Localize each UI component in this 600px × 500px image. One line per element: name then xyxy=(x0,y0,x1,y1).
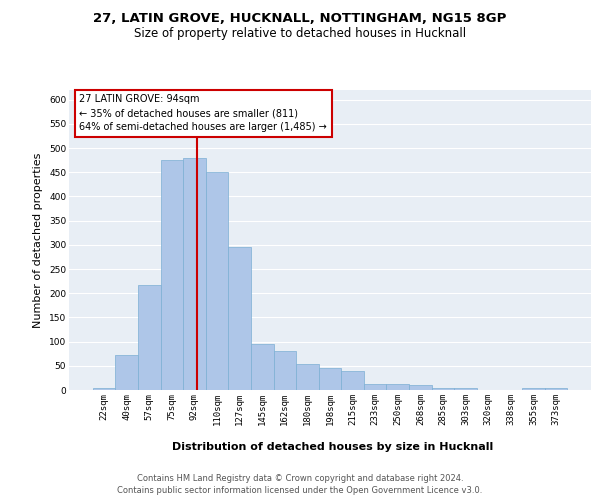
Bar xyxy=(454,388,477,390)
Bar xyxy=(341,370,364,390)
Bar xyxy=(138,284,161,390)
Bar xyxy=(183,158,206,390)
Text: Size of property relative to detached houses in Hucknall: Size of property relative to detached ho… xyxy=(134,28,466,40)
Bar xyxy=(251,344,274,390)
Bar xyxy=(274,352,296,390)
Bar xyxy=(319,368,341,390)
Bar xyxy=(364,384,386,390)
Bar xyxy=(229,248,251,390)
Bar xyxy=(115,355,138,390)
Y-axis label: Number of detached properties: Number of detached properties xyxy=(34,152,43,328)
Text: 27 LATIN GROVE: 94sqm
← 35% of detached houses are smaller (811)
64% of semi-det: 27 LATIN GROVE: 94sqm ← 35% of detached … xyxy=(79,94,327,132)
Bar xyxy=(545,388,567,390)
Bar xyxy=(409,385,431,390)
Bar xyxy=(386,384,409,390)
Text: Contains HM Land Registry data © Crown copyright and database right 2024.
Contai: Contains HM Land Registry data © Crown c… xyxy=(118,474,482,495)
Bar xyxy=(161,160,183,390)
Text: Distribution of detached houses by size in Hucknall: Distribution of detached houses by size … xyxy=(172,442,494,452)
Bar xyxy=(431,388,454,390)
Bar xyxy=(93,388,115,390)
Bar xyxy=(522,388,545,390)
Bar xyxy=(206,172,229,390)
Text: 27, LATIN GROVE, HUCKNALL, NOTTINGHAM, NG15 8GP: 27, LATIN GROVE, HUCKNALL, NOTTINGHAM, N… xyxy=(94,12,506,26)
Bar xyxy=(296,364,319,390)
